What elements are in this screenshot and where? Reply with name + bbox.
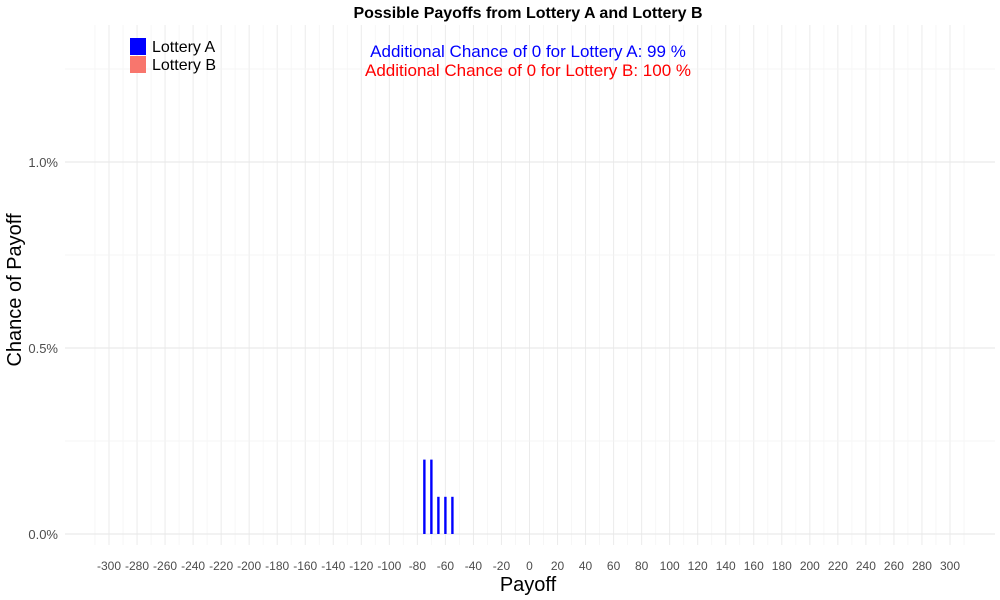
x-tick-label: -40 xyxy=(465,559,483,573)
annotation-lottery-b: Additional Chance of 0 for Lottery B: 10… xyxy=(365,61,691,80)
x-tick-label: 280 xyxy=(912,559,932,573)
annotation-lottery-a: Additional Chance of 0 for Lottery A: 99… xyxy=(370,42,686,61)
bar-lottery-a xyxy=(437,496,440,534)
x-tick-label: -160 xyxy=(293,559,317,573)
x-tick-label: -180 xyxy=(265,559,289,573)
x-tick-label: -240 xyxy=(181,559,205,573)
x-tick-label: 100 xyxy=(660,559,680,573)
bars xyxy=(423,459,454,534)
legend-label-lottery-b: Lottery B xyxy=(152,57,216,74)
x-tick-label: -100 xyxy=(377,559,401,573)
x-tick-label: -220 xyxy=(209,559,233,573)
x-tick-label: 220 xyxy=(828,559,848,573)
x-tick-label: 200 xyxy=(800,559,820,573)
x-tick-label: 180 xyxy=(772,559,792,573)
y-axis-ticks: 0.0% 0.5% 1.0% xyxy=(28,155,58,542)
x-tick-label: 300 xyxy=(940,559,960,573)
x-tick-label: -300 xyxy=(97,559,121,573)
x-tick-label: 140 xyxy=(716,559,736,573)
legend-swatch-lottery-a xyxy=(130,38,146,55)
legend: Lottery A Lottery B xyxy=(130,38,216,74)
x-axis-ticks: -300 -280 -260 -240 -220 -200 -180 -160 -140 -120… xyxy=(97,559,960,573)
x-tick-label: -280 xyxy=(125,559,149,573)
bar-lottery-a xyxy=(451,496,454,534)
x-tick-label: 80 xyxy=(635,559,649,573)
x-tick-label: 60 xyxy=(607,559,621,573)
bar-lottery-a xyxy=(423,459,426,534)
y-tick-label: 1.0% xyxy=(28,155,58,170)
grid xyxy=(65,25,995,545)
x-tick-label: -200 xyxy=(237,559,261,573)
legend-swatch-lottery-b xyxy=(130,56,146,73)
bar-lottery-a xyxy=(444,496,447,534)
x-tick-label: 160 xyxy=(744,559,764,573)
bar-lottery-a xyxy=(430,459,433,534)
x-tick-label: 20 xyxy=(551,559,565,573)
x-tick-label: 120 xyxy=(688,559,708,573)
x-tick-label: 0 xyxy=(526,559,533,573)
x-tick-label: 260 xyxy=(884,559,904,573)
x-tick-label: -20 xyxy=(493,559,511,573)
legend-label-lottery-a: Lottery A xyxy=(152,39,215,56)
x-tick-label: -140 xyxy=(321,559,345,573)
x-axis-title: Payoff xyxy=(500,574,557,596)
chart-title: Possible Payoffs from Lottery A and Lott… xyxy=(353,5,702,22)
y-tick-label: 0.5% xyxy=(28,341,58,356)
x-tick-label: -80 xyxy=(409,559,427,573)
x-tick-label: -260 xyxy=(153,559,177,573)
x-tick-label: 240 xyxy=(856,559,876,573)
x-tick-label: -120 xyxy=(349,559,373,573)
y-axis-title: Chance of Payoff xyxy=(4,213,26,367)
x-tick-label: 40 xyxy=(579,559,593,573)
y-tick-label: 0.0% xyxy=(28,527,58,542)
x-tick-label: -60 xyxy=(437,559,455,573)
